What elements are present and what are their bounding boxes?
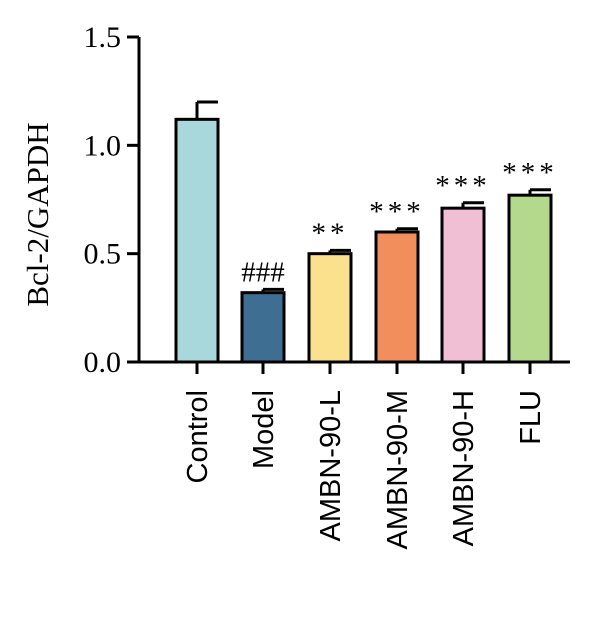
y-axis-label: Bcl-2/GAPDH bbox=[20, 122, 55, 306]
bar-flu bbox=[507, 193, 553, 364]
bar-ambn-90-l bbox=[307, 252, 353, 364]
category-label: Model bbox=[248, 390, 280, 469]
y-tick-label: 0.5 bbox=[84, 238, 122, 271]
category-label: AMBN-90-H bbox=[448, 390, 480, 546]
category-label: Control bbox=[182, 390, 214, 484]
bar-ambn-90-h bbox=[440, 206, 486, 364]
x-axis: Control Model AMBN-90-L AMBN-90-M AMBN-90-H F… bbox=[137, 360, 570, 550]
significance-label: *** bbox=[435, 170, 491, 202]
significance-label: *** bbox=[369, 196, 425, 228]
y-tick-label: 0.0 bbox=[84, 346, 122, 379]
category-label: AMBN-90-M bbox=[382, 390, 414, 550]
category-label: FLU bbox=[515, 390, 547, 445]
category-label: AMBN-90-L bbox=[315, 390, 347, 542]
y-tick-label: 1.5 bbox=[84, 21, 122, 54]
y-axis: 0.0 0.5 1.0 1.5 bbox=[84, 21, 141, 379]
significance-label: *** bbox=[502, 157, 558, 189]
y-tick-label: 1.0 bbox=[84, 129, 122, 162]
significance-label: ** bbox=[312, 217, 349, 249]
bar-model bbox=[240, 291, 286, 364]
significance-label: ### bbox=[241, 256, 285, 288]
bar-control bbox=[174, 117, 220, 364]
bar-ambn-90-m bbox=[374, 230, 420, 364]
bars: ###******** *** bbox=[174, 100, 558, 364]
